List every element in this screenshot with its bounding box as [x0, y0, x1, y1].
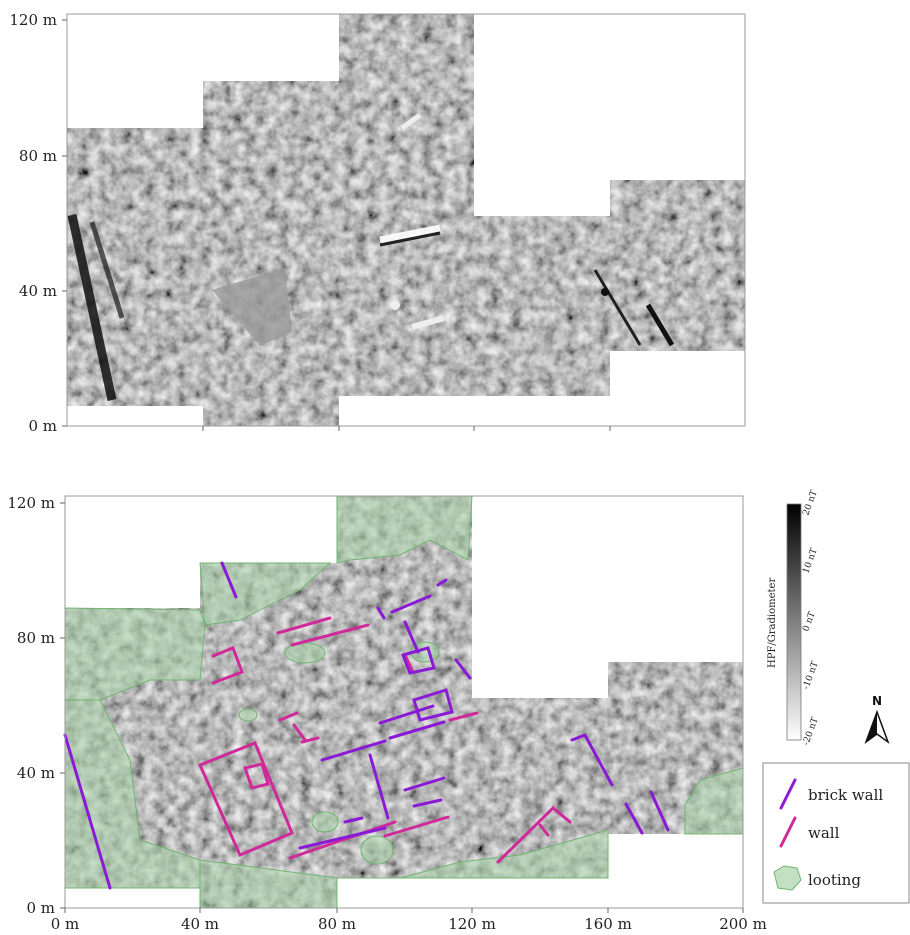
- wall-line: [496, 805, 572, 864]
- looting-area: [64, 699, 201, 889]
- wall-line: [278, 711, 299, 722]
- wall-line: [288, 820, 397, 860]
- wall-line: [197, 741, 294, 857]
- wall-line: [290, 623, 370, 647]
- wall-line: [403, 653, 414, 672]
- wall-features: [197, 616, 572, 864]
- top-map-y-ticks: 120 m 80 m 40 m 0 m: [9, 11, 611, 435]
- looting-area: [311, 811, 339, 833]
- brick-wall-line: [388, 720, 446, 740]
- looting-area: [336, 495, 473, 564]
- north-arrow-icon-shade: [866, 712, 877, 742]
- brick-wall-line: [320, 739, 387, 762]
- bottom-y-tick-label: 40 m: [17, 764, 55, 782]
- brick-wall-line: [390, 594, 432, 614]
- bottom-x-tick-label: 40 m: [181, 915, 219, 933]
- colorbar-label: 10 nT: [801, 547, 819, 575]
- wall-legend-swatch: [779, 816, 797, 848]
- brick-wall-line: [436, 578, 448, 587]
- looting-areas: [64, 495, 744, 909]
- bottom-y-tick-label: 0 m: [26, 899, 55, 917]
- brick-wall-line: [63, 733, 112, 890]
- wall-line: [448, 711, 479, 722]
- wall-line: [276, 616, 332, 635]
- bottom-map-texture: [65, 496, 743, 908]
- north-label: N: [872, 694, 882, 708]
- brick-wall-line: [368, 753, 390, 820]
- legend: brick wall wall looting: [762, 762, 910, 904]
- top-magnetometry-map: 120 m 80 m 40 m 0 m: [9, 11, 746, 435]
- bottom-x-tick-label: 160 m: [584, 915, 632, 933]
- brick-wall-line: [624, 802, 644, 835]
- brick-wall-line: [403, 620, 420, 654]
- brick-wall-line: [454, 658, 472, 680]
- top-map-texture: [67, 14, 745, 426]
- brick-wall-line: [412, 688, 454, 722]
- looting-area: [199, 562, 332, 626]
- top-map-frame: [66, 13, 746, 427]
- brick-wall-line: [343, 816, 364, 824]
- north-arrow: N: [864, 694, 890, 745]
- brick-wall-line: [412, 798, 443, 808]
- colorbar-gradient: [786, 503, 802, 741]
- looting-area: [360, 835, 394, 865]
- brick-wall-line: [649, 790, 670, 832]
- brick-wall-line: [376, 606, 386, 620]
- top-y-tick-label: 0 m: [28, 417, 57, 435]
- top-y-tick-label: 40 m: [19, 282, 57, 300]
- wall-line: [211, 646, 244, 685]
- bottom-map-frame: [64, 495, 744, 909]
- brick-wall-legend-swatch: [779, 778, 797, 810]
- colorbar-title: HPF/Gradiometer: [767, 578, 778, 668]
- wall-line: [243, 762, 270, 790]
- brick-wall-line: [298, 826, 387, 850]
- bottom-x-tick-label: 120 m: [448, 915, 496, 933]
- wall-line: [538, 823, 550, 837]
- bottom-x-tick-label: 80 m: [318, 915, 356, 933]
- colorbar-label: 0 nT: [801, 610, 817, 633]
- looting-legend-swatch: [773, 865, 802, 891]
- colorbar-label: -20 nT: [801, 716, 820, 747]
- brick-wall-line: [570, 733, 614, 787]
- looting-area: [238, 708, 258, 722]
- legend-label-brick-wall: brick wall: [808, 786, 883, 804]
- bottom-y-tick-label: 80 m: [17, 629, 55, 647]
- brick-wall-line: [401, 646, 436, 675]
- wall-line: [292, 723, 307, 742]
- colorbar: 20 nT 10 nT 0 nT -10 nT -20 nT HPF/Gradi…: [767, 489, 821, 747]
- brick-wall-line: [220, 561, 238, 599]
- bottom-x-tick-label: 0 m: [51, 915, 80, 933]
- top-y-tick-label: 80 m: [19, 147, 57, 165]
- brick-wall-line: [403, 776, 446, 792]
- wall-line: [383, 815, 450, 838]
- bottom-x-tick-label: 200 m: [719, 915, 767, 933]
- colorbar-label: 20 nT: [801, 489, 819, 517]
- top-y-tick-label: 120 m: [9, 11, 57, 29]
- bottom-interpretation-map: 120 m 80 m 40 m 0 m 0 m 40 m 80 m 120 m …: [7, 494, 766, 933]
- wall-line: [300, 736, 320, 744]
- brick-wall-features: [63, 561, 670, 890]
- legend-label-wall: wall: [808, 824, 840, 842]
- colorbar-label: -10 nT: [801, 660, 820, 691]
- brick-wall-line: [378, 704, 435, 725]
- legend-label-looting: looting: [808, 871, 861, 889]
- bottom-y-tick-label: 120 m: [7, 494, 55, 512]
- bottom-map-ticks: 120 m 80 m 40 m 0 m 0 m 40 m 80 m 120 m …: [7, 494, 766, 933]
- top-map-anomalies: [67, 112, 675, 401]
